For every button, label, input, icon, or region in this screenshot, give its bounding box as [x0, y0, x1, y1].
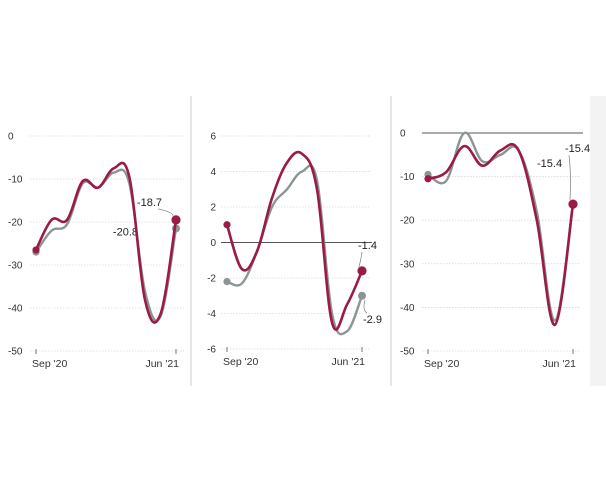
series-1-line [225, 150, 364, 331]
series-1-end-point [171, 215, 181, 225]
y-tick-label: 0 [400, 129, 406, 140]
top-band [0, 0, 606, 96]
series-1-line [426, 142, 575, 327]
y-tick-label: -40 [400, 303, 415, 314]
chart-1: 0 -10 -20 -30 -40 -50 Sep '20 Jun '21 -20.8 -18.7 [8, 132, 184, 370]
y-tick-label: -4 [207, 309, 216, 320]
series-1-line [34, 161, 178, 324]
series-2-leader [363, 299, 368, 314]
y-tick-label: -50 [400, 347, 415, 358]
bottom-band [0, 386, 606, 485]
series-1-start-point [424, 175, 432, 183]
chart-2: 6 4 2 0 -2 -4 -6 Sep '20 Jun '21 -2.9 -1.4 [207, 132, 382, 369]
y-tick-label: 0 [8, 132, 14, 143]
y-tick-label: -20 [8, 218, 23, 229]
right-edge-shade [590, 96, 606, 386]
series-2-line [34, 168, 178, 322]
x-tick-label-start: Sep '20 [424, 358, 459, 370]
y-tick-label: 4 [210, 167, 216, 178]
series-1-start-point [32, 246, 40, 254]
series-1-end-point [357, 266, 367, 276]
y-tick-label: -6 [207, 345, 216, 356]
series-1-end-label: -18.7 [137, 197, 162, 209]
series-1-end-point [568, 199, 578, 209]
y-tick-label: -30 [400, 259, 415, 270]
series-1-leader [358, 251, 363, 267]
series-2-end-label: -15.4 [537, 158, 562, 170]
y-tick-label: -40 [8, 304, 23, 315]
y-tick-label: -2 [207, 274, 216, 285]
series-2-end-label: -2.9 [363, 314, 382, 326]
y-tick-label: -20 [400, 216, 415, 227]
series-2-end-point [358, 291, 366, 300]
series-1-start-point [223, 221, 231, 229]
series-2-end-label: -20.8 [113, 226, 138, 238]
series-2-start-point [223, 277, 231, 286]
y-tick-label: -10 [400, 172, 415, 183]
panel-3-background [392, 96, 590, 386]
panel-divider-1 [190, 96, 192, 386]
y-tick-label: -30 [8, 261, 23, 272]
series-1-leader [157, 208, 174, 216]
series-1-end-label: -1.4 [358, 240, 377, 252]
x-tick-label-start: Sep '20 [32, 358, 67, 370]
x-tick-label-start: Sep '20 [223, 356, 258, 368]
series-1-leader [568, 155, 571, 201]
y-tick-label: -50 [8, 347, 23, 358]
chart-3: 0 -10 -20 -30 -40 -50 Sep '20 Jun '21 -15.4-15.4 [400, 129, 590, 371]
panel-2-background [192, 96, 390, 386]
panel-1-background [0, 96, 190, 386]
series-1-end-label: -15.4 [565, 143, 590, 155]
x-tick-label-end: Jun '21 [331, 356, 365, 368]
y-tick-label: 2 [210, 203, 216, 214]
x-tick-label-end: Jun '21 [542, 358, 576, 370]
y-tick-label: -10 [8, 175, 23, 186]
y-tick-label: 6 [210, 132, 216, 143]
panel-divider-2 [390, 96, 392, 386]
y-tick-label: 0 [210, 238, 216, 249]
series-2-line [225, 164, 364, 336]
x-tick-label-end: Jun '21 [145, 358, 179, 370]
